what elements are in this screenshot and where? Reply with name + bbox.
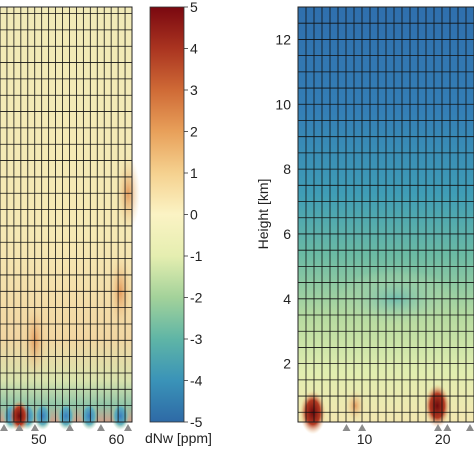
colorbar-scale	[149, 6, 185, 423]
right-event-marker	[466, 424, 474, 431]
right-y-tick-label: 2	[283, 356, 291, 372]
left-feature-positive-blob	[9, 400, 30, 432]
left-x-tick-label: 60	[109, 431, 125, 447]
right-y-tick-label: 10	[275, 96, 291, 112]
right-y-tick-label: 8	[283, 161, 291, 177]
left-x-tick-label: 50	[31, 431, 47, 447]
left-event-marker	[30, 424, 39, 431]
right-y-tick-label: 4	[283, 291, 291, 307]
right-y-tick-labels: 2 4 6 8 10 12	[275, 31, 291, 371]
colorbar-tick-label: 2	[190, 124, 198, 140]
right-event-marker	[342, 424, 351, 431]
right-event-marker	[434, 424, 443, 431]
left-frame	[0, 6, 133, 423]
colorbar-tick-label: -2	[190, 290, 203, 306]
colorbar-tick-labels: 5 4 3 2 1 0 -1 -2 -3 -4 -5	[184, 0, 203, 430]
right-x-tick-label: 10	[357, 431, 373, 447]
right-event-marker	[443, 424, 452, 431]
left-event-marker	[96, 424, 105, 431]
right-event-markers	[342, 424, 474, 431]
left-event-marker	[15, 424, 24, 431]
right-y-tick-label: 12	[275, 31, 291, 47]
right-event-marker	[358, 424, 367, 431]
colorbar-tick-label: -5	[190, 414, 203, 430]
right-grid	[298, 7, 474, 422]
left-panel: 50 60	[0, 6, 141, 447]
left-feature-negative-blob	[57, 402, 75, 430]
left-event-marker	[124, 424, 132, 431]
left-event-marker	[65, 424, 74, 431]
left-x-tick-labels: 50 60	[31, 431, 124, 447]
colorbar: 5 4 3 2 1 0 -1 -2 -3 -4 -5 dNw [ppm]	[145, 0, 212, 446]
colorbar-tick-label: -4	[190, 373, 203, 389]
right-frame	[297, 6, 474, 423]
colorbar-tick-label: 0	[190, 207, 198, 223]
right-x-tick-label: 20	[435, 431, 451, 447]
left-feature-negative-blob	[33, 402, 52, 430]
right-y-tick-label: 6	[283, 226, 291, 242]
left-heatmap-background	[0, 7, 132, 422]
colorbar-label: dNw [ppm]	[145, 430, 212, 446]
left-event-marker	[0, 424, 8, 431]
left-event-markers	[0, 424, 132, 431]
left-grid	[0, 7, 132, 422]
left-feature-negative-blob	[80, 402, 99, 430]
colorbar-tick-label: -3	[190, 331, 203, 347]
colorbar-tick-label: 5	[190, 0, 198, 15]
colorbar-tick-label: -1	[190, 248, 203, 264]
right-feature-positive-blob	[345, 389, 366, 422]
colorbar-tick-label: 1	[190, 165, 198, 181]
right-feature-positive-blob	[424, 383, 451, 428]
colorbar-tick-label: 4	[190, 41, 198, 57]
right-y-axis-title: Height [km]	[255, 179, 271, 250]
colorbar-tick-label: 3	[190, 82, 198, 98]
right-x-tick-labels: 10 20	[357, 431, 451, 447]
left-feature-negative-blob	[111, 402, 130, 430]
right-panel: 10 20 2 4 6 8 10 12 Height [km]	[255, 6, 474, 447]
